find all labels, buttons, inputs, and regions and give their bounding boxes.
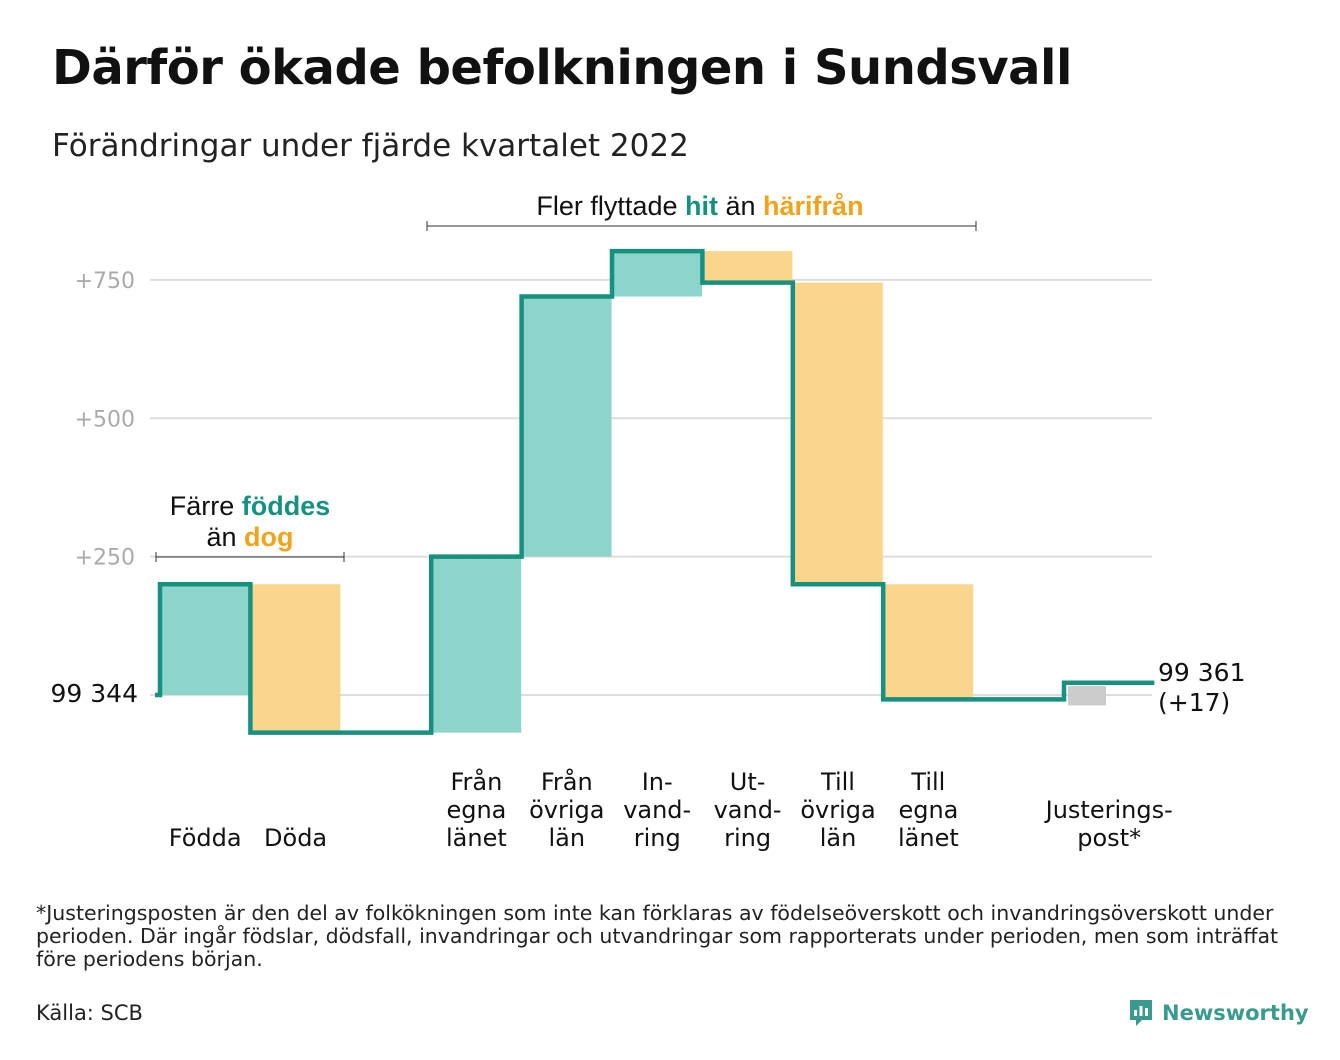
category-label: Ut- bbox=[730, 768, 766, 796]
category-label: länet bbox=[446, 824, 507, 852]
waterfall-bar bbox=[612, 251, 702, 297]
y-tick-label: +750 bbox=[75, 269, 135, 294]
start-value-label: 99 344 bbox=[51, 679, 138, 708]
end-value-label: 99 361 bbox=[1158, 658, 1245, 687]
annotation-birth-prefix: Färre bbox=[170, 491, 242, 521]
category-label: Justerings- bbox=[1044, 796, 1173, 824]
svg-text:Fler flyttade hit än härifrån: Fler flyttade hit än härifrån bbox=[536, 191, 863, 221]
newsworthy-logo-icon bbox=[1130, 1000, 1152, 1026]
category-label: egna bbox=[898, 796, 958, 824]
y-tick-label: +500 bbox=[75, 407, 135, 432]
waterfall-bar bbox=[702, 251, 793, 283]
category-label: ring bbox=[724, 824, 771, 852]
category-label: vand- bbox=[623, 796, 691, 824]
category-label: Födda bbox=[169, 824, 242, 852]
annotation-migration-mid: än bbox=[718, 191, 763, 221]
annotation-migration-prefix: Fler flyttade bbox=[536, 191, 685, 221]
category-label: ring bbox=[634, 824, 681, 852]
svg-text:Färre föddes: Färre föddes bbox=[170, 491, 331, 521]
category-label: Till bbox=[820, 768, 855, 796]
category-label: Döda bbox=[264, 824, 327, 852]
waterfall-bar bbox=[521, 296, 612, 557]
category-label: egna bbox=[446, 796, 506, 824]
category-label: post* bbox=[1077, 824, 1141, 852]
waterfall-bar bbox=[1068, 685, 1106, 706]
annotation-death-em: dog bbox=[244, 522, 293, 552]
category-labels: Födda DödaFrånegnalänetFrånövrigalänIn-va… bbox=[169, 767, 1173, 852]
waterfall-bar bbox=[792, 282, 883, 585]
annotation-death-prefix: än bbox=[206, 522, 244, 552]
waterfall-chart: +250+500+750 Födda DödaFrånegnalänetFrånö… bbox=[51, 191, 1246, 852]
annotation-birth-em: föddes bbox=[242, 491, 331, 521]
birth-death-annotation: Färre föddes än dog bbox=[155, 491, 345, 562]
category-label: länet bbox=[898, 824, 959, 852]
newsworthy-logo-text: Newsworthy bbox=[1162, 1001, 1309, 1025]
category-label: In- bbox=[642, 768, 673, 796]
source-label: Källa: SCB bbox=[36, 1001, 143, 1025]
annotation-migration-harifran: härifrån bbox=[763, 191, 864, 221]
y-axis-ticks: +250 +500 +750 bbox=[75, 269, 135, 571]
annotation-migration-hit: hit bbox=[685, 191, 718, 221]
waterfall-bar bbox=[883, 584, 974, 700]
category-label: vand- bbox=[714, 796, 782, 824]
newsworthy-logo: Newsworthy bbox=[1128, 998, 1309, 1028]
waterfall-bar bbox=[431, 556, 522, 733]
y-tick-label: +250 bbox=[75, 546, 135, 571]
category-label: Från bbox=[450, 767, 502, 796]
category-label: övriga bbox=[800, 796, 875, 824]
category-label: övriga bbox=[529, 796, 604, 824]
bars bbox=[160, 251, 1106, 733]
running-total-line bbox=[155, 248, 1155, 735]
svg-text:än dog: än dog bbox=[206, 522, 293, 552]
migration-annotation: Fler flyttade hit än härifrån bbox=[426, 191, 977, 231]
category-label: Till bbox=[910, 768, 945, 796]
chart-title: Därför ökade befolkningen i Sundsvall bbox=[52, 40, 1072, 96]
running-total-step-line bbox=[155, 248, 1155, 735]
waterfall-bar bbox=[160, 584, 250, 695]
category-label: län bbox=[820, 824, 857, 852]
chart-subtitle: Förändringar under fjärde kvartalet 2022 bbox=[52, 128, 689, 164]
footnote: *Justeringsposten är den del av folkökni… bbox=[36, 901, 1279, 971]
end-change-label: (+17) bbox=[1158, 688, 1230, 717]
waterfall-bar bbox=[250, 584, 341, 733]
category-label: län bbox=[549, 824, 586, 852]
category-label: Från bbox=[541, 767, 593, 796]
